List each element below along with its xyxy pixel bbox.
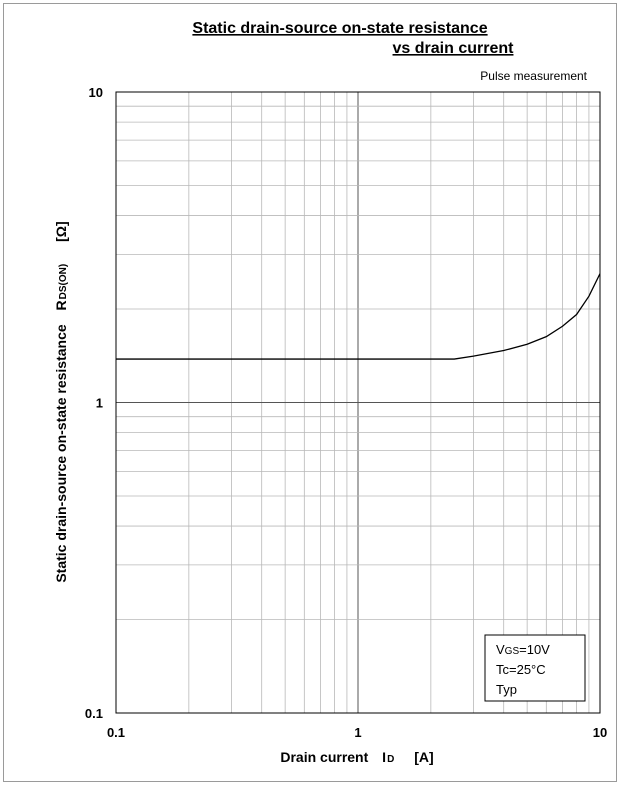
y-tick-label: 10 <box>89 85 103 100</box>
tick-labels: 0.1 1 10 0.1 1 10 <box>85 85 607 740</box>
chart-title-line1: Static drain-source on-state resistance <box>192 20 487 37</box>
x-axis-unit: [A] <box>414 749 433 765</box>
x-axis-label: Drain current ID [A] <box>280 749 433 765</box>
legend-vgs-rest: =10V <box>519 642 550 657</box>
legend-line-tc: Tc=25°C <box>496 662 546 677</box>
x-axis-subscript: D <box>387 754 394 765</box>
x-axis-symbol: I <box>382 749 386 765</box>
y-tick-label: 1 <box>96 396 103 411</box>
legend-box: VGS=10V Tc=25°C Typ <box>484 634 586 702</box>
y-axis-symbol: R <box>53 300 69 310</box>
legend-line-vgs: VGS=10V <box>496 642 550 657</box>
pulse-measurement-note: Pulse measurement <box>480 69 587 83</box>
legend-line-typ: Typ <box>496 682 517 697</box>
x-tick-label: 10 <box>593 725 607 740</box>
chart-title-line2: vs drain current <box>393 40 515 57</box>
plot-border <box>115 91 601 714</box>
grid <box>115 92 600 714</box>
y-tick-label: 0.1 <box>85 706 103 721</box>
y-axis-subscript: DS(ON) <box>58 264 69 300</box>
chart-frame <box>3 3 617 782</box>
y-axis-label-text: Static drain-source on-state resistance <box>53 324 69 583</box>
legend-vgs-main: V <box>496 642 505 657</box>
series-line <box>116 273 601 360</box>
legend-vgs-sub: GS <box>505 646 520 657</box>
y-axis-unit: [Ω] <box>53 221 69 242</box>
x-tick-label: 0.1 <box>107 725 125 740</box>
y-axis-label: Static drain-source on-state resistance … <box>53 221 69 582</box>
x-axis-label-text: Drain current <box>280 749 368 765</box>
x-tick-label: 1 <box>354 725 361 740</box>
legend-border <box>484 634 586 702</box>
